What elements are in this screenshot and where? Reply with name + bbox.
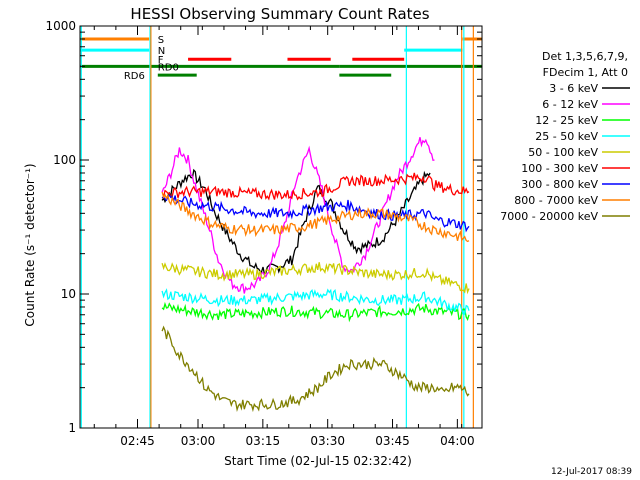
legend: Det 1,3,5,6,7,9, FDecim 1, Att 0 3 - 6 k… bbox=[500, 50, 630, 223]
x-tick-label: 03:00 bbox=[181, 434, 216, 448]
legend-header-1: Det 1,3,5,6,7,9, bbox=[542, 50, 628, 63]
x-tick-label: 04:00 bbox=[440, 434, 475, 448]
plot-frame bbox=[79, 25, 483, 429]
y-axis-title: Count Rate (s⁻¹ detector⁻¹) bbox=[23, 163, 37, 326]
series-line bbox=[161, 168, 431, 275]
series-line bbox=[161, 325, 470, 413]
series-line bbox=[161, 301, 470, 323]
y-tick-label: 1 bbox=[68, 421, 76, 435]
series-line bbox=[161, 137, 435, 294]
vertical-markers bbox=[80, 26, 474, 428]
date-stamp: 12-Jul-2017 08:39 bbox=[551, 467, 632, 477]
y-tick-label: 1000 bbox=[45, 19, 76, 33]
x-tick-label: 02:45 bbox=[120, 434, 155, 448]
legend-label: 50 - 100 keV bbox=[528, 146, 598, 159]
series-line bbox=[161, 191, 470, 243]
legend-label: 7000 - 20000 keV bbox=[500, 210, 598, 223]
legend-label: 800 - 7000 keV bbox=[514, 194, 598, 207]
x-axis: 02:45 03:00 03:15 03:30 03:45 04:00 bbox=[93, 26, 475, 448]
series-line bbox=[161, 288, 470, 315]
series-lines bbox=[161, 137, 470, 413]
legend-header-2: FDecim 1, Att 0 bbox=[543, 66, 628, 79]
legend-label: 300 - 800 keV bbox=[521, 178, 598, 191]
y-tick-label: 10 bbox=[61, 287, 76, 301]
legend-label: 3 - 6 keV bbox=[549, 82, 598, 95]
y-axis: 1 10 100 1000 bbox=[45, 19, 482, 435]
flag-label: N bbox=[158, 46, 165, 57]
flag-label: RD6 bbox=[124, 71, 145, 82]
legend-label: 25 - 50 keV bbox=[535, 130, 598, 143]
flag-label: S bbox=[158, 35, 164, 46]
legend-label: 12 - 25 keV bbox=[535, 114, 598, 127]
flag-label: RD0 bbox=[158, 62, 179, 73]
series-line bbox=[161, 172, 470, 201]
x-tick-label: 03:15 bbox=[246, 434, 281, 448]
chart-title: HESSI Observing Summary Count Rates bbox=[130, 5, 429, 23]
x-tick-label: 03:45 bbox=[375, 434, 410, 448]
series-line bbox=[161, 194, 470, 233]
legend-label: 100 - 300 keV bbox=[521, 162, 598, 175]
series-line bbox=[161, 262, 470, 295]
x-axis-title: Start Time (02-Jul-15 02:32:42) bbox=[224, 454, 412, 468]
legend-label: 6 - 12 keV bbox=[542, 98, 598, 111]
y-tick-label: 100 bbox=[53, 153, 76, 167]
flag-label: F bbox=[158, 55, 164, 66]
x-tick-label: 03:30 bbox=[310, 434, 345, 448]
